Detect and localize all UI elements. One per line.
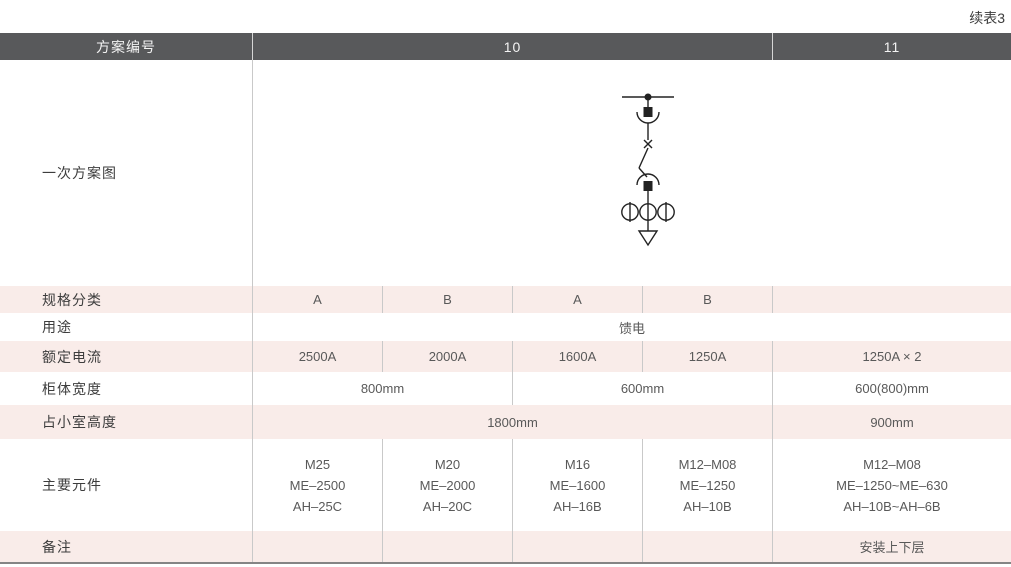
compartment-height-row: 占小室高度 1800mm 900mm bbox=[0, 405, 1011, 439]
header-scheme-10: 10 bbox=[252, 33, 772, 60]
cabinet-width-row: 柜体宽度 800mm 600mm 600(800)mm bbox=[0, 372, 1011, 405]
spec-class-value: B bbox=[382, 286, 512, 313]
remarks-value: 安装上下层 bbox=[772, 531, 1011, 562]
component-line: AH–10B bbox=[683, 498, 732, 514]
component-line: ME–1250~ME–630 bbox=[836, 477, 948, 493]
main-components-cell: M16 ME–1600 AH–16B bbox=[512, 439, 642, 531]
remarks-value bbox=[252, 531, 382, 562]
spec-class-row: 规格分类 A B A B bbox=[0, 286, 1011, 313]
outgoing-feeder-arrow-icon bbox=[639, 231, 657, 245]
usage-row: 用途 馈电 bbox=[0, 313, 1011, 341]
usage-value: 馈电 bbox=[252, 313, 1011, 341]
main-components-cell: M25 ME–2500 AH–25C bbox=[252, 439, 382, 531]
component-line: AH–20C bbox=[422, 498, 473, 514]
component-line: ME–2500 bbox=[289, 477, 346, 493]
component-line: M25 bbox=[304, 456, 331, 472]
cabinet-width-value: 600(800)mm bbox=[772, 372, 1011, 405]
current-transformers-icon bbox=[622, 202, 674, 222]
rated-current-value: 1250A × 2 bbox=[772, 341, 1011, 372]
component-line: AH–10B~AH–6B bbox=[843, 498, 941, 514]
header-scheme-11: 11 bbox=[772, 33, 1011, 60]
header-scheme-number: 方案编号 bbox=[96, 38, 156, 55]
cabinet-width-value: 800mm bbox=[252, 372, 512, 405]
row-label-spec-class: 规格分类 bbox=[42, 291, 102, 308]
spec-class-value: B bbox=[642, 286, 772, 313]
drawout-contact-lower-icon bbox=[637, 174, 659, 191]
spec-class-value: A bbox=[252, 286, 382, 313]
component-line: M20 bbox=[434, 456, 461, 472]
main-components-cell: M12–M08 ME–1250 AH–10B bbox=[642, 439, 772, 531]
component-line: M16 bbox=[564, 456, 591, 472]
remarks-row: 备注 安装上下层 bbox=[0, 531, 1011, 562]
component-line: AH–16B bbox=[553, 498, 602, 514]
drawout-contact-upper-icon bbox=[637, 107, 659, 123]
remarks-value bbox=[512, 531, 642, 562]
primary-scheme-diagram-cell bbox=[252, 60, 1011, 286]
component-line: AH–25C bbox=[292, 498, 343, 514]
rated-current-row: 额定电流 2500A 2000A 1600A 1250A 1250A × 2 bbox=[0, 341, 1011, 372]
row-label-remarks: 备注 bbox=[42, 538, 72, 555]
spec-class-value: A bbox=[512, 286, 642, 313]
cabinet-width-value: 600mm bbox=[512, 372, 772, 405]
component-line: ME–1600 bbox=[549, 477, 606, 493]
scheme-table: 方案编号 10 11 一次方案图 bbox=[0, 33, 1011, 564]
table-continuation-label: 续表3 bbox=[969, 10, 1005, 26]
row-label-primary-diagram: 一次方案图 bbox=[42, 165, 117, 181]
compartment-height-value: 1800mm bbox=[252, 405, 772, 439]
remarks-value bbox=[642, 531, 772, 562]
main-components-row: 主要元件 M25 ME–2500 AH–25C M20 ME–2000 AH–2… bbox=[0, 439, 1011, 531]
spec-class-value bbox=[772, 286, 1011, 313]
main-components-cell: M12–M08 ME–1250~ME–630 AH–10B~AH–6B bbox=[772, 439, 1011, 531]
single-line-diagram bbox=[617, 93, 679, 249]
row-label-cabinet-width: 柜体宽度 bbox=[42, 380, 102, 397]
table-header-row: 方案编号 10 11 bbox=[0, 33, 1011, 60]
rated-current-value: 2000A bbox=[382, 341, 512, 372]
diagram-row: 一次方案图 bbox=[0, 60, 1011, 286]
row-label-usage: 用途 bbox=[42, 319, 72, 335]
component-line: ME–1250 bbox=[679, 477, 736, 493]
isolating-break-x-icon bbox=[644, 140, 652, 148]
remarks-value bbox=[382, 531, 512, 562]
row-label-main-components: 主要元件 bbox=[42, 477, 102, 493]
component-line: M12–M08 bbox=[863, 456, 921, 472]
circuit-breaker-blade-icon bbox=[639, 148, 648, 177]
compartment-height-value: 900mm bbox=[772, 405, 1011, 439]
rated-current-value: 2500A bbox=[252, 341, 382, 372]
component-line: M12–M08 bbox=[678, 456, 737, 472]
page-top-area: 续表3 bbox=[0, 0, 1011, 33]
rated-current-value: 1600A bbox=[512, 341, 642, 372]
component-line: ME–2000 bbox=[419, 477, 476, 493]
row-label-compartment-height: 占小室高度 bbox=[42, 414, 117, 430]
row-label-rated-current: 额定电流 bbox=[42, 348, 102, 365]
rated-current-value: 1250A bbox=[642, 341, 772, 372]
main-components-cell: M20 ME–2000 AH–20C bbox=[382, 439, 512, 531]
